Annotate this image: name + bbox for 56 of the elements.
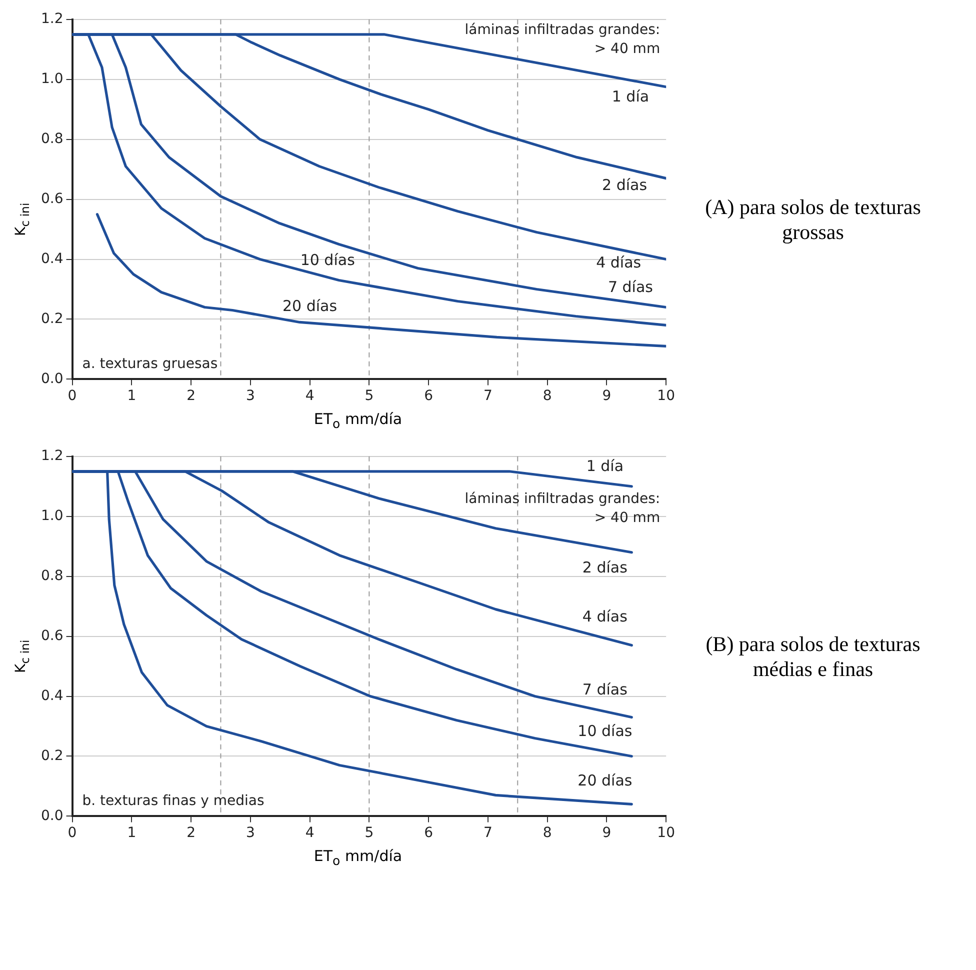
series-label: 20 días bbox=[578, 772, 632, 790]
x-tick-label: 5 bbox=[364, 825, 374, 842]
y-tick-label: 0.4 bbox=[41, 688, 64, 704]
series-label: 2 días bbox=[582, 558, 628, 576]
series-label: 4 días bbox=[582, 607, 628, 626]
y-tick-label: 0.8 bbox=[41, 568, 64, 584]
x-tick-label: 9 bbox=[602, 388, 612, 404]
y-tick-label: 0.0 bbox=[41, 370, 64, 387]
series-label: 20 días bbox=[282, 296, 338, 315]
series-label: 4 días bbox=[596, 254, 642, 272]
x-axis-title: ET$_{o}$ mm/día bbox=[314, 410, 402, 431]
y-tick-label: 0.6 bbox=[41, 190, 64, 207]
annotation: láminas infiltradas grandes: > 40 mm bbox=[464, 22, 660, 58]
annotation: láminas infiltradas grandes: > 40 mm bbox=[464, 491, 660, 526]
x-tick-label: 7 bbox=[483, 825, 492, 842]
x-tick-label: 0 bbox=[68, 825, 77, 842]
x-tick-label: 9 bbox=[602, 825, 612, 842]
x-tick-label: 0 bbox=[68, 388, 77, 404]
y-tick-label: 1.2 bbox=[41, 448, 64, 464]
x-tick-label: 5 bbox=[364, 388, 374, 404]
y-tick-label: 0.2 bbox=[41, 748, 64, 764]
x-tick-label: 7 bbox=[483, 388, 492, 404]
x-tick-label: 1 bbox=[127, 825, 136, 842]
x-tick-label: 4 bbox=[305, 388, 314, 404]
y-tick-label: 1.2 bbox=[41, 11, 64, 28]
x-tick-label: 10 bbox=[657, 825, 676, 842]
x-tick-label: 4 bbox=[305, 825, 314, 842]
x-tick-label: 1 bbox=[127, 388, 136, 404]
y-tick-label: 1.0 bbox=[41, 71, 64, 88]
annotation: a. texturas gruesas bbox=[82, 356, 218, 372]
x-axis-title: ET$_{o}$ mm/día bbox=[314, 847, 402, 868]
x-tick-label: 2 bbox=[186, 388, 196, 404]
x-tick-label: 2 bbox=[186, 825, 196, 842]
annotation: b. texturas finas y medias bbox=[82, 792, 264, 809]
x-tick-label: 6 bbox=[424, 388, 434, 404]
series-label: 10 días bbox=[578, 722, 632, 740]
x-tick-label: 8 bbox=[542, 825, 552, 842]
y-tick-label: 0.0 bbox=[41, 808, 64, 824]
series-label: 7 días bbox=[608, 278, 654, 296]
series-label: 7 días bbox=[582, 680, 628, 699]
x-tick-label: 3 bbox=[246, 825, 255, 842]
text: (A) para solos de texturas grossas bbox=[704, 194, 922, 244]
text: (B) para solos de texturas médias e finas bbox=[704, 632, 922, 682]
series-label: 10 días bbox=[300, 251, 356, 270]
series-label: 1 día bbox=[586, 457, 624, 475]
y-tick-label: 0.6 bbox=[41, 628, 64, 644]
series-label: 2 días bbox=[602, 176, 648, 194]
x-tick-label: 6 bbox=[424, 825, 434, 842]
series-label: 1 día bbox=[612, 88, 650, 106]
x-tick-label: 3 bbox=[246, 388, 255, 404]
y-tick-label: 1.0 bbox=[41, 508, 64, 524]
y-tick-label: 0.4 bbox=[41, 250, 64, 267]
x-tick-label: 10 bbox=[657, 388, 676, 404]
y-tick-label: 0.2 bbox=[41, 310, 64, 327]
y-tick-label: 0.8 bbox=[41, 130, 64, 147]
x-tick-label: 8 bbox=[542, 388, 552, 404]
